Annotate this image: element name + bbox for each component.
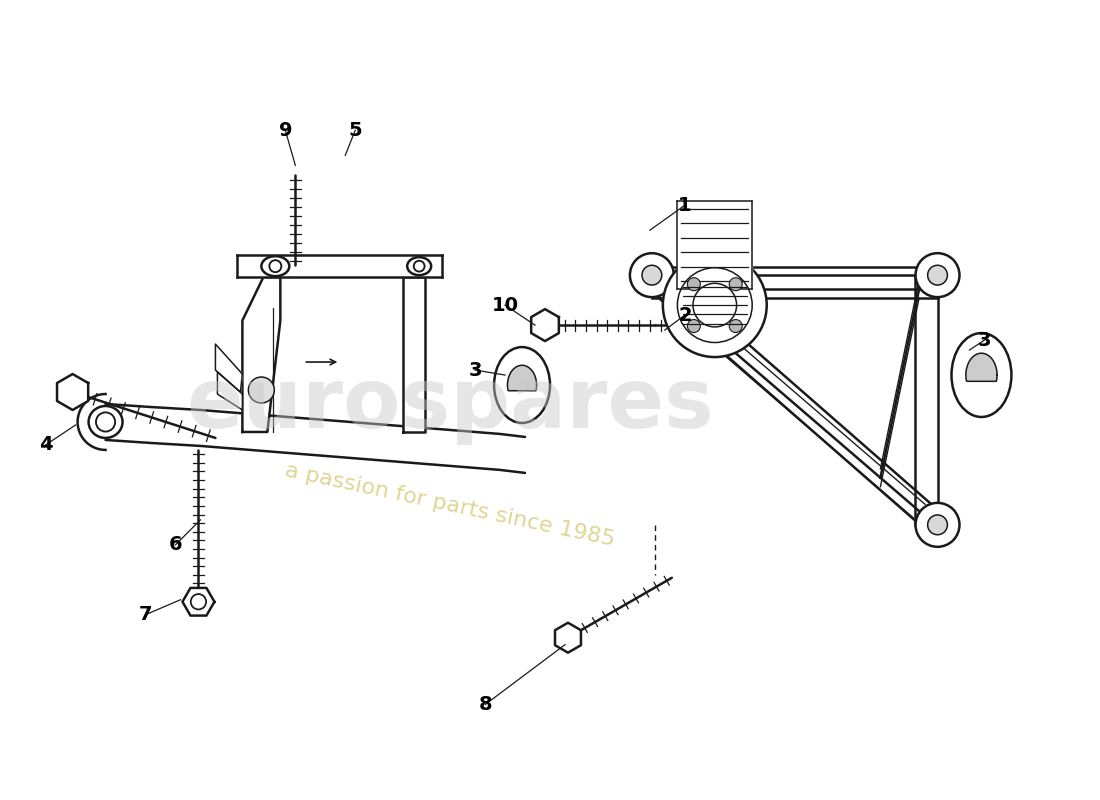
Polygon shape xyxy=(404,277,426,432)
Polygon shape xyxy=(78,394,106,450)
Polygon shape xyxy=(507,366,537,390)
Circle shape xyxy=(927,266,947,285)
Polygon shape xyxy=(238,255,442,277)
Text: 6: 6 xyxy=(168,535,183,554)
Ellipse shape xyxy=(494,347,550,423)
Polygon shape xyxy=(914,275,937,525)
Text: 9: 9 xyxy=(278,121,293,140)
Text: 3: 3 xyxy=(978,330,991,350)
Polygon shape xyxy=(242,277,280,432)
Circle shape xyxy=(693,283,737,327)
Circle shape xyxy=(927,515,947,534)
Polygon shape xyxy=(645,266,945,534)
Circle shape xyxy=(915,253,959,297)
Circle shape xyxy=(678,268,752,342)
Circle shape xyxy=(663,253,767,357)
Text: a passion for parts since 1985: a passion for parts since 1985 xyxy=(284,460,617,550)
Polygon shape xyxy=(652,275,937,298)
Polygon shape xyxy=(966,354,997,382)
Text: eurospares: eurospares xyxy=(186,365,714,446)
Polygon shape xyxy=(652,275,937,525)
Polygon shape xyxy=(57,374,88,410)
Circle shape xyxy=(270,260,282,272)
Circle shape xyxy=(688,319,701,333)
Polygon shape xyxy=(654,267,937,289)
Circle shape xyxy=(249,377,274,403)
Circle shape xyxy=(729,319,743,333)
Ellipse shape xyxy=(952,333,1011,417)
Polygon shape xyxy=(531,309,559,341)
Text: 7: 7 xyxy=(139,606,152,624)
Circle shape xyxy=(915,503,959,547)
Circle shape xyxy=(729,278,743,290)
Text: 10: 10 xyxy=(492,296,518,314)
Circle shape xyxy=(414,261,425,271)
Text: 4: 4 xyxy=(39,435,53,454)
Ellipse shape xyxy=(89,406,122,438)
Text: 8: 8 xyxy=(478,695,492,714)
Polygon shape xyxy=(216,344,242,392)
Circle shape xyxy=(642,266,662,285)
Text: 3: 3 xyxy=(469,361,482,379)
Circle shape xyxy=(688,278,701,290)
Polygon shape xyxy=(218,372,242,410)
Circle shape xyxy=(190,594,206,610)
Ellipse shape xyxy=(262,256,289,276)
Circle shape xyxy=(96,412,115,431)
Text: 5: 5 xyxy=(349,121,362,140)
Polygon shape xyxy=(183,588,215,615)
Text: 2: 2 xyxy=(678,306,692,325)
Polygon shape xyxy=(556,622,581,653)
Polygon shape xyxy=(678,202,752,289)
Text: 1: 1 xyxy=(678,196,692,214)
Circle shape xyxy=(630,253,674,297)
Ellipse shape xyxy=(407,257,431,275)
Polygon shape xyxy=(106,404,525,473)
